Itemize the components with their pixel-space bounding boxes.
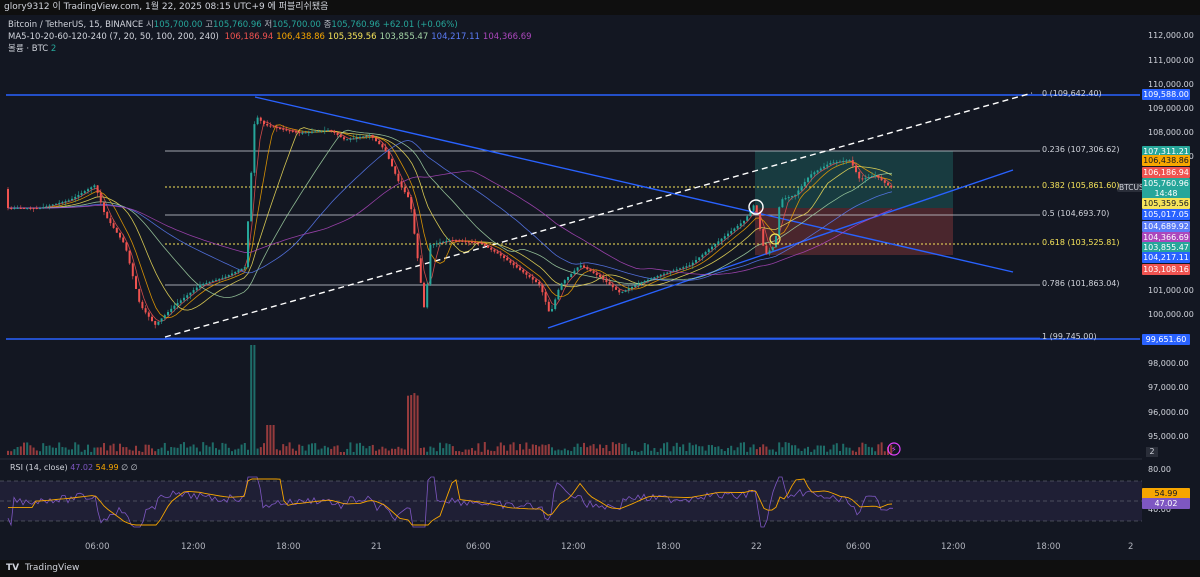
rsi-tick-1: 40.00 — [1148, 505, 1171, 514]
price-chart[interactable]: ⚡ — [0, 15, 1142, 560]
price-tag-13: 99,651.60 — [1142, 334, 1190, 345]
time-tick-0: 06:00 — [85, 542, 110, 552]
ma-line-5 — [8, 170, 893, 275]
price-tag-12: 103,108.16 — [1142, 264, 1190, 275]
ma-line-1 — [8, 124, 893, 319]
time-tick-9: 12:00 — [941, 542, 966, 552]
pane-number: 2 — [1146, 447, 1158, 457]
rsi-legend: RSI (14, close) 47.02 54.99 ∅ ∅ — [10, 463, 138, 472]
retest-marker — [769, 233, 781, 245]
price-tag-2: 106,438.86 — [1142, 155, 1190, 166]
price-tag-1: 107,311.21 — [1142, 146, 1190, 157]
chart-legend: Bitcoin / TetherUS, 15, BINANCE 시105,700… — [8, 19, 532, 55]
ma-line-3 — [8, 129, 893, 299]
price-tick-11: 96,000.00 — [1148, 408, 1189, 417]
price-tag-7: 105,017.05 — [1142, 209, 1190, 220]
price-tick-1: 111,000.00 — [1148, 56, 1194, 65]
fib-label-1: 0.236 (107,306.62) — [1042, 145, 1120, 154]
ma-value-4: 104,217.11 — [431, 32, 480, 42]
time-tick-11: 2 — [1128, 542, 1134, 552]
time-tick-3: 21 — [371, 542, 382, 552]
price-tag-6: 105,359.56 — [1142, 198, 1190, 209]
dashed-trendline — [164, 92, 1033, 338]
ma-value-0: 106,186.94 — [224, 32, 274, 42]
entry-marker — [748, 199, 764, 215]
ma-value-2: 105,359.56 — [327, 32, 377, 42]
time-tick-5: 12:00 — [561, 542, 586, 552]
descending-trendline — [254, 96, 1014, 273]
price-tag-9: 104,366.69 — [1142, 232, 1190, 243]
time-tick-6: 18:00 — [656, 542, 681, 552]
svg-text:⚡: ⚡ — [891, 445, 897, 454]
fib-label-4: 0.618 (103,525.81) — [1042, 238, 1120, 247]
price-tag-11: 104,217.11 — [1142, 252, 1190, 263]
price-tick-0: 112,000.00 — [1148, 31, 1194, 40]
time-tick-2: 18:00 — [276, 542, 301, 552]
rsi-tick-0: 80.00 — [1148, 465, 1171, 474]
fib-label-5: 0.786 (101,863.04) — [1042, 279, 1120, 288]
fib-label-3: 0.5 (104,693.70) — [1042, 209, 1110, 218]
ma-value-5: 104,366.69 — [482, 32, 532, 42]
long-position-profit-zone — [755, 151, 953, 208]
time-tick-8: 06:00 — [846, 542, 871, 552]
price-tag-10: 103,855.47 — [1142, 242, 1190, 253]
price-tick-3: 109,000.00 — [1148, 104, 1194, 113]
rsi-line — [7, 476, 894, 528]
ascending-trendline — [547, 169, 1014, 329]
publish-info-bar: glory9312 이 TradingView.com, 1월 22, 2025… — [0, 0, 1200, 15]
fib-label-2: 0.382 (105,861.60) — [1042, 181, 1120, 190]
time-tick-4: 06:00 — [466, 542, 491, 552]
price-tag-4: 105,760.96 — [1142, 178, 1190, 189]
symbol-badge: BTCUSDT — [1117, 183, 1157, 192]
time-tick-10: 18:00 — [1036, 542, 1061, 552]
price-tick-12: 95,000.00 — [1148, 432, 1189, 441]
fib-label-6: 1 (99,745.00) — [1042, 332, 1097, 341]
time-tick-7: 22 — [751, 542, 762, 552]
price-tick-7: 100,000.00 — [1148, 310, 1194, 319]
time-tick-1: 12:00 — [181, 542, 206, 552]
volume-row: 볼륨 · BTC 2 — [8, 44, 57, 54]
price-tag-3: 106,186.94 — [1142, 167, 1190, 178]
branding-bar: 𝗧𝗩 TradingView — [0, 560, 1200, 577]
price-tick-10: 97,000.00 — [1148, 383, 1189, 392]
price-tick-6: 101,000.00 — [1148, 286, 1194, 295]
ma-line-4 — [8, 139, 893, 282]
price-tag-0: 109,588.00 — [1142, 89, 1190, 100]
ma-row: MA5-10-20-60-120-240 (7, 20, 50, 100, 20… — [8, 32, 532, 42]
flash-icon — [887, 442, 901, 456]
brand-name: TradingView — [24, 563, 80, 573]
price-tick-2: 110,000.00 — [1148, 80, 1194, 89]
ma-value-3: 103,855.47 — [379, 32, 429, 42]
price-tick-9: 98,000.00 — [1148, 359, 1189, 368]
fib-label-0: 0 (109,642.40) — [1042, 89, 1102, 98]
price-tag-5: 14:48 — [1142, 188, 1190, 199]
price-tag-15: 47.02 — [1142, 498, 1190, 509]
price-tag-8: 104,689.92 — [1142, 221, 1190, 232]
rsi-ma-line — [8, 478, 893, 526]
price-tick-4: 108,000.00 — [1148, 128, 1194, 137]
price-tag-14: 54.99 — [1142, 488, 1190, 499]
tradingview-logo-icon: 𝗧𝗩 — [6, 563, 20, 573]
ma-value-1: 106,438.86 — [276, 32, 325, 42]
ohlc-row: Bitcoin / TetherUS, 15, BINANCE 시105,700… — [8, 20, 458, 30]
